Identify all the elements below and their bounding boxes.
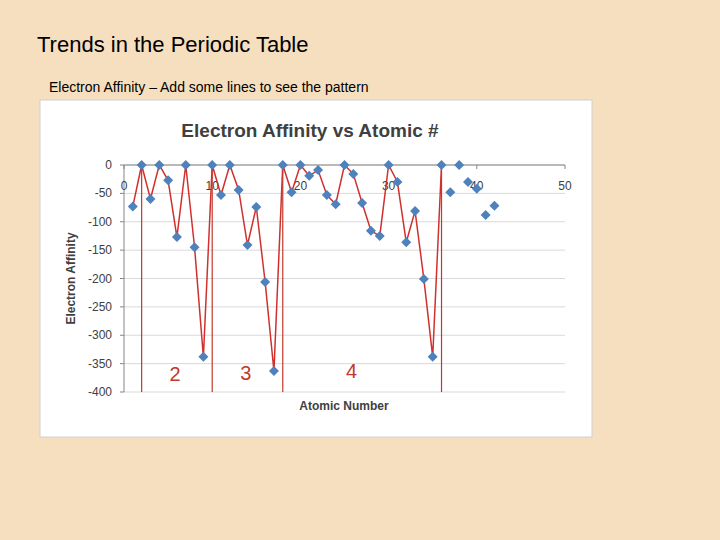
data-point [401,237,411,247]
y-tick [120,335,124,336]
data-point [384,160,394,170]
y-tick [120,278,124,279]
y-tick-label: -150 [88,243,112,257]
data-point [357,198,367,208]
x-tick [124,165,125,169]
y-axis-label: Electron Affinity [64,232,78,325]
data-point [207,160,217,170]
data-point [260,277,270,287]
data-point [242,240,252,250]
data-point [472,184,482,194]
y-tick-label: -350 [88,357,112,371]
data-point [304,171,314,181]
data-point [154,160,164,170]
data-point [437,160,447,170]
data-point [190,242,200,252]
data-point [463,177,473,187]
y-tick [120,165,124,166]
plot-group [128,160,500,392]
grid-line [124,363,565,364]
slide-title: Trends in the Periodic Table [37,32,309,57]
data-point [489,201,499,211]
data-point [428,352,438,362]
y-tick [120,221,124,222]
y-tick [120,392,124,393]
data-point [251,202,261,212]
data-point [225,160,235,170]
x-tick [565,165,566,169]
grid-line [124,392,565,393]
annotation: 4 [346,360,357,382]
grid-line [124,306,565,307]
y-tick [120,193,124,194]
data-point [348,169,358,179]
data-point [454,160,464,170]
annotation: 2 [170,363,181,385]
data-point [366,226,376,236]
grid-line [124,193,565,194]
reference-line [441,165,442,392]
y-tick-label: -100 [88,215,112,229]
data-point [322,190,332,200]
data-point [313,165,323,175]
data-point [481,210,491,220]
data-point [445,187,455,197]
slide: Trends in the Periodic Table Electron Aff… [0,0,720,540]
data-point [278,160,288,170]
data-point [137,160,147,170]
y-tick-label: -50 [95,186,113,200]
data-point [295,160,305,170]
x-tick-label: 50 [558,179,572,193]
y-tick [120,250,124,251]
x-tick [476,165,477,169]
annotation: 3 [240,362,251,384]
data-point [331,199,341,209]
y-tick [120,363,124,364]
data-point [145,194,155,204]
data-point [181,160,191,170]
data-point [234,185,244,195]
data-point [198,352,208,362]
data-point [172,232,182,242]
grid-line [124,335,565,336]
data-point [216,190,226,200]
chart-title: Electron Affinity vs Atomic # [181,120,439,141]
y-tick-label: -300 [88,328,112,342]
y-tick-label: 0 [105,158,112,172]
y-tick-label: -250 [88,300,112,314]
data-point [287,187,297,197]
data-point [163,175,173,185]
grid-line [124,250,565,251]
chart-area [40,100,592,437]
grid-line [124,221,565,222]
data-point [269,366,279,376]
y-tick-label: -400 [88,385,112,399]
reference-line [282,165,283,392]
data-point [128,201,138,211]
y-tick-label: -200 [88,272,112,286]
series-line [133,165,442,371]
y-tick [120,306,124,307]
data-point [419,274,429,284]
data-point [392,177,402,187]
y-axis [124,165,125,392]
slide-subtitle: Electron Affinity – Add some lines to se… [49,79,369,95]
data-point [340,160,350,170]
reference-line [212,165,213,392]
x-axis-label: Atomic Number [299,399,389,413]
reference-line [141,165,142,392]
x-tick-label: 40 [470,179,484,193]
data-point [410,206,420,216]
x-tick-label: 0 [121,179,128,193]
grid-line [124,278,565,279]
data-point [375,231,385,241]
